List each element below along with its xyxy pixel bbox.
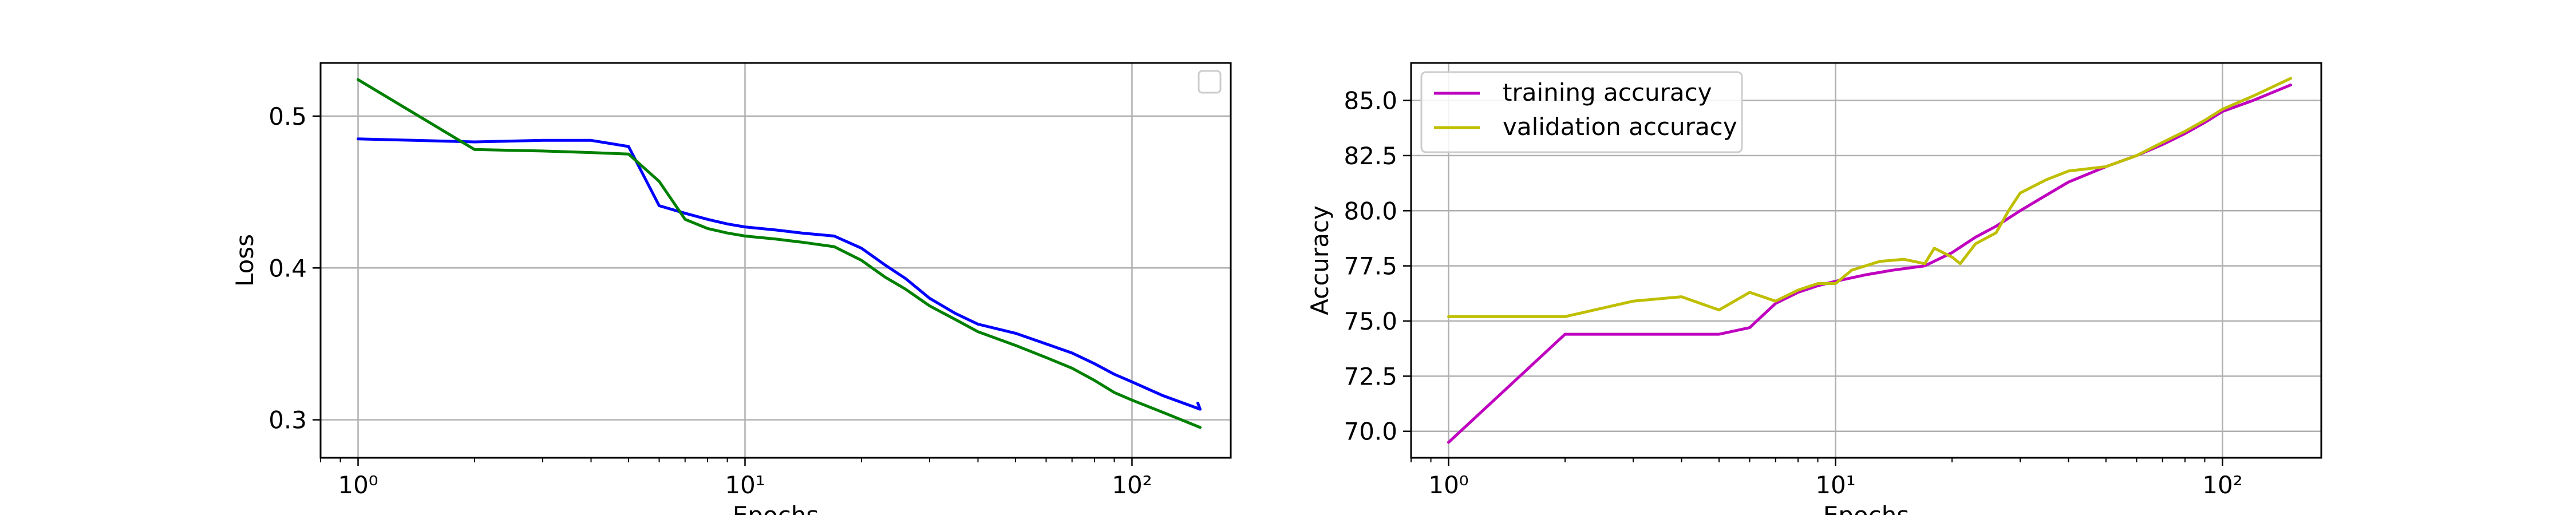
loss-x-tick-label: 10¹ <box>725 471 765 499</box>
loss-ticks: 10⁰ 10¹ 10² 0.3 0.4 0.5 <box>268 102 1152 499</box>
accuracy-y-axis-label: Accuracy <box>1306 205 1334 315</box>
loss-series-line-0 <box>357 137 1202 411</box>
loss-y-axis-label: Loss <box>231 234 259 287</box>
loss-plot-frame <box>319 62 1232 459</box>
accuracy-y-tick-label: 85.0 <box>1344 87 1397 115</box>
accuracy-y-tick-label: 70.0 <box>1344 418 1397 446</box>
accuracy-ticks: 10⁰ 10¹ 10² 70.0 72.5 75.0 77.5 80.0 82.5 85.0 <box>1344 87 2242 499</box>
accuracy-legend-label-training: training accuracy <box>1503 78 1712 106</box>
accuracy-legend-box <box>1420 71 1743 153</box>
loss-x-axis-label: Epochs <box>733 501 819 515</box>
accuracy-y-tick-label: 75.0 <box>1344 307 1397 335</box>
accuracy-grid <box>1411 63 2321 458</box>
accuracy-x-axis-label: Epochs <box>1823 501 1910 515</box>
loss-legend <box>1198 70 1222 94</box>
accuracy-x-tick-label: 10² <box>2202 471 2242 499</box>
loss-grid <box>321 63 1231 458</box>
accuracy-y-tick-label: 77.5 <box>1344 252 1397 280</box>
loss-series-line-1 <box>357 78 1202 429</box>
loss-plot-area <box>321 63 1231 458</box>
accuracy-y-tick-label: 82.5 <box>1344 142 1397 170</box>
accuracy-series-line-1 <box>1447 77 2292 318</box>
accuracy-y-tick-label: 80.0 <box>1344 197 1397 225</box>
accuracy-legend-label-validation: validation accuracy <box>1503 113 1737 141</box>
loss-series-group <box>357 78 1202 429</box>
loss-y-tick-label: 0.4 <box>268 254 307 282</box>
accuracy-series-line-0 <box>1447 84 2292 444</box>
loss-x-tick-label: 10⁰ <box>338 471 378 499</box>
accuracy-legend: training accuracy validation accuracy <box>1420 71 1743 153</box>
accuracy-x-tick-label: 10⁰ <box>1428 471 1468 499</box>
loss-x-tick-label: 10² <box>1112 471 1152 499</box>
accuracy-plot-frame <box>1410 62 2322 459</box>
loss-y-tick-label: 0.5 <box>268 102 307 130</box>
loss-chart: 10⁰ 10¹ 10² 0.3 0.4 0.5 Loss Epochs <box>231 62 1232 515</box>
accuracy-chart: 10⁰ 10¹ 10² 70.0 72.5 75.0 77.5 80.0 82.5 85.0 Ac… <box>1306 62 2322 515</box>
accuracy-series-group <box>1447 77 2292 444</box>
loss-legend-box <box>1198 70 1222 94</box>
accuracy-y-tick-label: 72.5 <box>1344 362 1397 390</box>
accuracy-x-tick-label: 10¹ <box>1815 471 1855 499</box>
loss-y-tick-label: 0.3 <box>268 406 307 434</box>
